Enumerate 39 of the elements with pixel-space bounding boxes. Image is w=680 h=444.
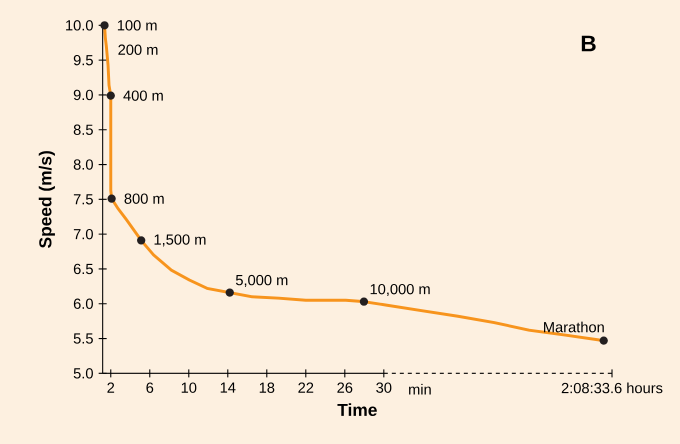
- x-tick-label: 14: [220, 382, 236, 393]
- point: [137, 236, 146, 245]
- annotation: 100 m: [118, 20, 157, 31]
- point: [106, 92, 115, 100]
- point: [360, 298, 368, 306]
- x-tick-label: 18: [260, 382, 274, 393]
- y-tick-label: 8.5: [74, 124, 93, 135]
- y-tick-label: 7.0: [74, 228, 93, 240]
- y-tick-label: 5.5: [74, 333, 93, 344]
- x-axis-title: Time: [337, 403, 377, 416]
- y-tick-label: 6.0: [74, 298, 93, 309]
- annotation: 400 m: [123, 90, 163, 101]
- y-axis-title: Speed (m/s): [38, 151, 55, 248]
- annotation: 200 m: [118, 44, 158, 55]
- point: [226, 288, 234, 297]
- y-tick-label: 9.5: [74, 54, 93, 66]
- annotation: 800 m: [124, 193, 164, 204]
- annotation: 5,000 m: [236, 274, 288, 288]
- y-tick-label: 10.0: [66, 20, 93, 31]
- y-tick-label: 8.0: [74, 159, 93, 170]
- y-tick-label: 5.0: [74, 368, 93, 379]
- y-tick-label: 6.5: [74, 264, 93, 274]
- point: [100, 21, 109, 30]
- x-tick-label: 2: [107, 382, 114, 393]
- x-tick-label: 30: [376, 382, 392, 393]
- annotation: B: [582, 36, 596, 52]
- x-tick-label: 2:08:33.6 hours: [562, 382, 662, 394]
- x-tick-label: 26: [337, 382, 352, 393]
- text: min: [409, 384, 431, 394]
- annotation: 1,500 m: [154, 234, 206, 246]
- y-tick-label: 9.0: [74, 90, 93, 100]
- annotation: Marathon: [544, 322, 604, 332]
- x-tick-label: 6: [146, 382, 154, 393]
- x-tick-label: 22: [298, 382, 314, 393]
- annotation: 10,000 m: [370, 284, 430, 296]
- point: [600, 336, 608, 345]
- y-tick-label: 7.5: [74, 194, 93, 204]
- x-tick-label: 10: [182, 382, 196, 393]
- point: [108, 194, 116, 203]
